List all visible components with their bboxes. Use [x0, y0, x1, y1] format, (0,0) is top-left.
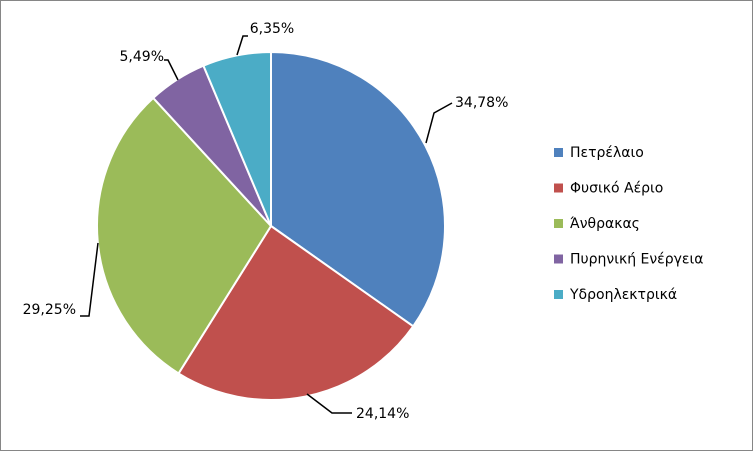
leader-line	[80, 242, 99, 317]
legend-label: Πετρέλαιο	[570, 145, 644, 161]
legend-swatch	[554, 254, 563, 264]
leader-line	[425, 102, 453, 144]
legend-swatch	[554, 219, 563, 228]
pie-slice	[270, 50, 446, 328]
data-label: 29,25%	[23, 302, 76, 318]
legend-swatch	[554, 148, 563, 157]
pie-slices	[96, 50, 446, 401]
pie-slice	[202, 50, 272, 227]
legend-swatch	[554, 183, 563, 193]
pie-slice	[177, 224, 415, 401]
leader-line	[164, 59, 179, 81]
legend-label: Υδροηλεκτρικά	[569, 287, 677, 303]
legend-label: Φυσικό Αέριο	[570, 181, 663, 197]
legend-label: Άνθρακας	[570, 216, 640, 232]
legend-swatch	[554, 290, 563, 299]
pie-slice	[96, 96, 273, 375]
data-label: 6,35%	[250, 21, 294, 37]
leader-line	[236, 35, 248, 56]
data-label: 5,49%	[120, 49, 164, 65]
legend: Πετρέλαιο Φυσικό Αέριο Άνθρακας Πυρηνική Εν…	[554, 145, 703, 303]
data-labels: 34,78% 24,14% 29,25% 5,49% 6,35%	[23, 21, 509, 422]
leader-lines	[80, 35, 453, 414]
legend-label: Πυρηνική Ενέργεια	[570, 252, 703, 268]
leader-line	[306, 393, 352, 414]
data-label: 24,14%	[356, 406, 409, 422]
data-label: 34,78%	[455, 95, 508, 111]
